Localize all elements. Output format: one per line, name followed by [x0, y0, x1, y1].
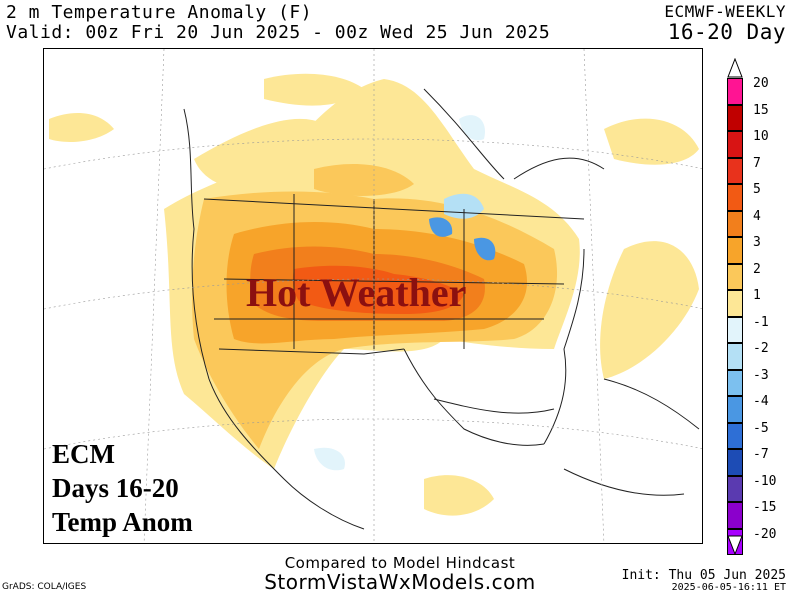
forecast-range: 16-20 Day: [667, 20, 786, 44]
grads-credit: GrADS: COLA/IGES: [2, 582, 87, 592]
hot-weather-annotation: Hot Weather: [246, 270, 467, 315]
model-name: ECMWF-WEEKLY: [664, 2, 786, 21]
legend-swatch: [727, 343, 743, 370]
legend-tick: 5: [753, 182, 761, 197]
legend-tick: 3: [753, 235, 761, 250]
legend-top-arrow: [727, 58, 743, 78]
init-time: Init: Thu 05 Jun 2025: [621, 568, 786, 583]
map-title: 2 m Temperature Anomaly (F): [6, 2, 313, 23]
legend-tick: 4: [753, 208, 761, 224]
legend-tick: -4: [753, 394, 769, 409]
legend-tick: -20: [753, 526, 777, 542]
legend-swatch: [727, 78, 743, 105]
legend-tick: -15: [753, 500, 777, 515]
legend-swatch: [727, 104, 743, 131]
legend-tick: 7: [753, 155, 761, 171]
legend-tick: 1: [753, 288, 761, 303]
generation-stamp: 2025-06-05-16:11 ET: [671, 582, 786, 593]
legend-swatch: [727, 422, 743, 449]
legend-tick: -7: [753, 447, 769, 462]
hindcast-note: Compared to Model Hindcast: [284, 554, 516, 572]
ecm-label-line: ECM: [52, 439, 115, 469]
valid-period: Valid: 00z Fri 20 Jun 2025 - 00z Wed 25 …: [6, 22, 551, 43]
legend-swatch: [727, 449, 743, 476]
graticule: [44, 49, 702, 543]
legend-swatch: [727, 184, 743, 211]
ecm-label-line: Days 16-20: [52, 473, 179, 503]
legend-swatch: [727, 502, 743, 529]
legend-tick: 15: [753, 102, 769, 118]
legend-tick: 2: [753, 261, 761, 277]
legend-bottom-arrow: [727, 535, 743, 555]
legend-swatch: [727, 157, 743, 184]
legend-swatch: [727, 316, 743, 343]
legend-tick: -1: [753, 314, 769, 330]
ecm-label: ECM Days 16-20 Temp Anom: [52, 437, 193, 539]
legend-tick: -5: [753, 420, 769, 436]
ecm-label-line: Temp Anom: [52, 507, 193, 537]
legend-swatch: [727, 131, 743, 158]
legend-swatch: [727, 263, 743, 290]
legend-swatch: [727, 369, 743, 396]
legend-tick: 10: [753, 129, 769, 144]
legend-swatch: [727, 290, 743, 317]
legend-swatch: [727, 210, 743, 237]
anomaly-map: Hot Weather ECM Days 16-20 Temp Anom: [43, 48, 703, 544]
legend-tick: -3: [753, 367, 769, 383]
site-credit: StormVistaWxModels.com: [264, 570, 536, 594]
legend-swatch: [727, 396, 743, 423]
legend-swatch: [727, 237, 743, 264]
legend-swatch: [727, 475, 743, 502]
legend-tick: -10: [753, 473, 777, 489]
map-graphic: [44, 49, 702, 543]
map-boundaries: [183, 88, 700, 530]
anomaly-shading: [49, 73, 699, 516]
legend-tick: 20: [753, 76, 769, 91]
legend-tick: -2: [753, 341, 769, 356]
